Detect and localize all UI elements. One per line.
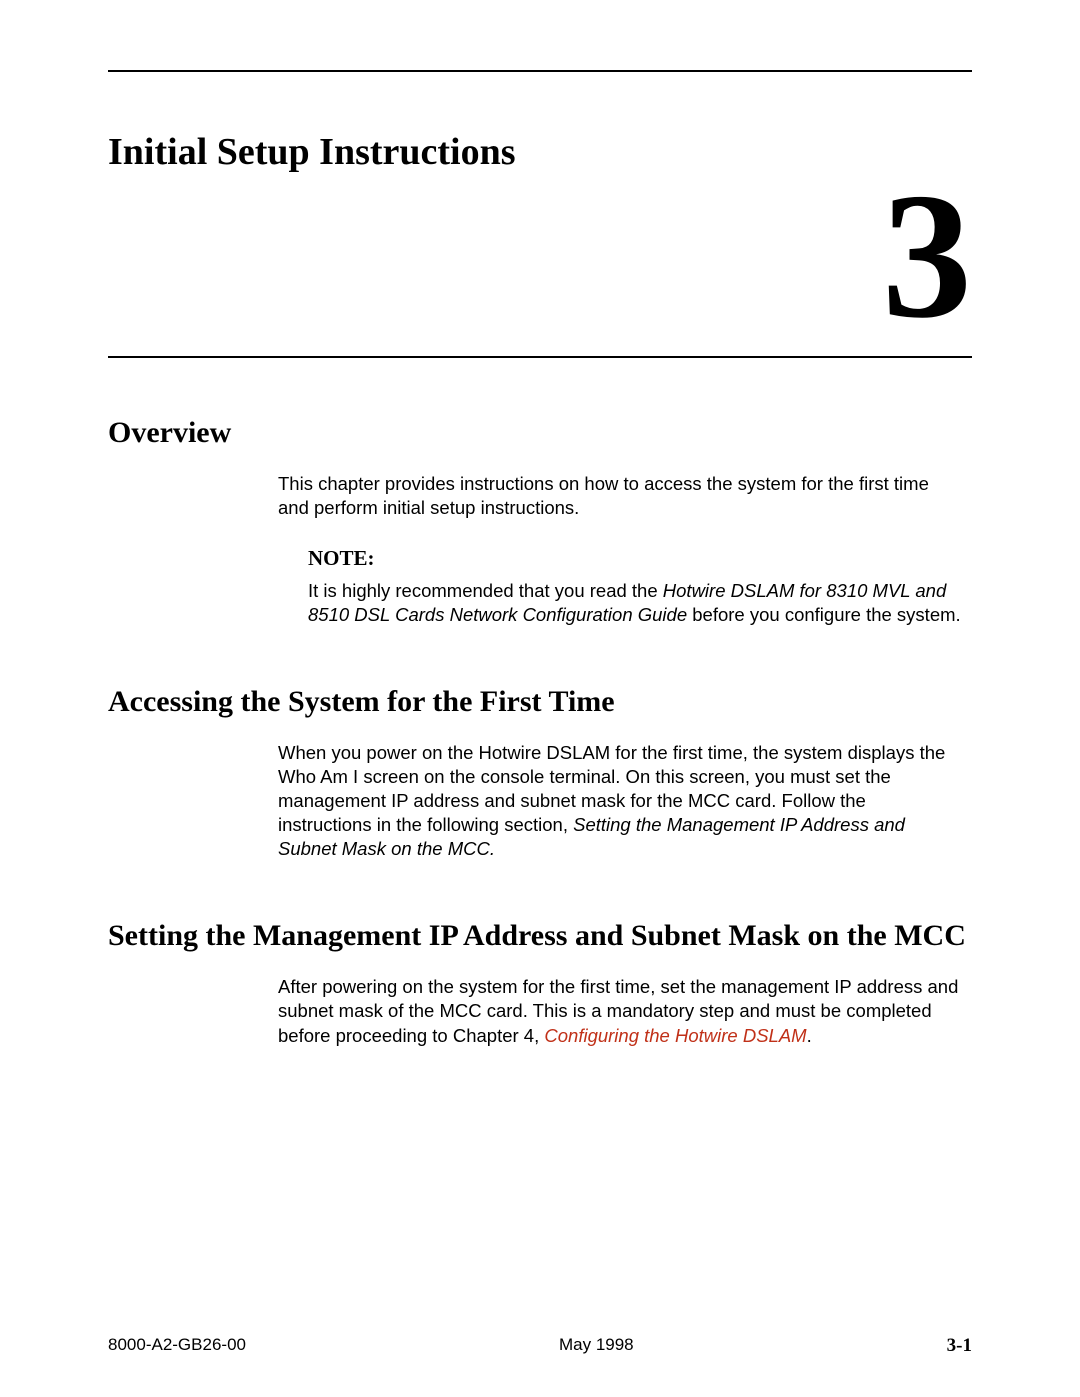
mid-rule xyxy=(108,356,972,358)
accessing-body: When you power on the Hotwire DSLAM for … xyxy=(278,741,962,861)
section-heading-setting: Setting the Management IP Address and Su… xyxy=(108,919,972,953)
document-page: Initial Setup Instructions 3 Overview Th… xyxy=(0,0,1080,1397)
note-text: It is highly recommended that you read t… xyxy=(308,579,962,627)
top-rule xyxy=(108,70,972,72)
chapter-number: 3 xyxy=(108,166,972,346)
section-heading-overview: Overview xyxy=(108,416,972,450)
setting-post: . xyxy=(807,1025,812,1046)
note-block: NOTE: It is highly recommended that you … xyxy=(308,546,962,627)
note-pre: It is highly recommended that you read t… xyxy=(308,580,663,601)
overview-body: This chapter provides instructions on ho… xyxy=(278,472,962,520)
note-label: NOTE: xyxy=(308,546,962,571)
page-footer: 8000-A2-GB26-00 May 1998 3-1 xyxy=(108,1335,972,1357)
footer-left: 8000-A2-GB26-00 xyxy=(108,1335,246,1357)
setting-body: After powering on the system for the fir… xyxy=(278,975,962,1047)
note-post: before you configure the system. xyxy=(687,604,961,625)
section-heading-accessing: Accessing the System for the First Time xyxy=(108,685,972,719)
setting-link[interactable]: Configuring the Hotwire DSLAM xyxy=(544,1025,806,1046)
footer-right: 3-1 xyxy=(947,1335,972,1357)
footer-center: May 1998 xyxy=(559,1335,634,1357)
